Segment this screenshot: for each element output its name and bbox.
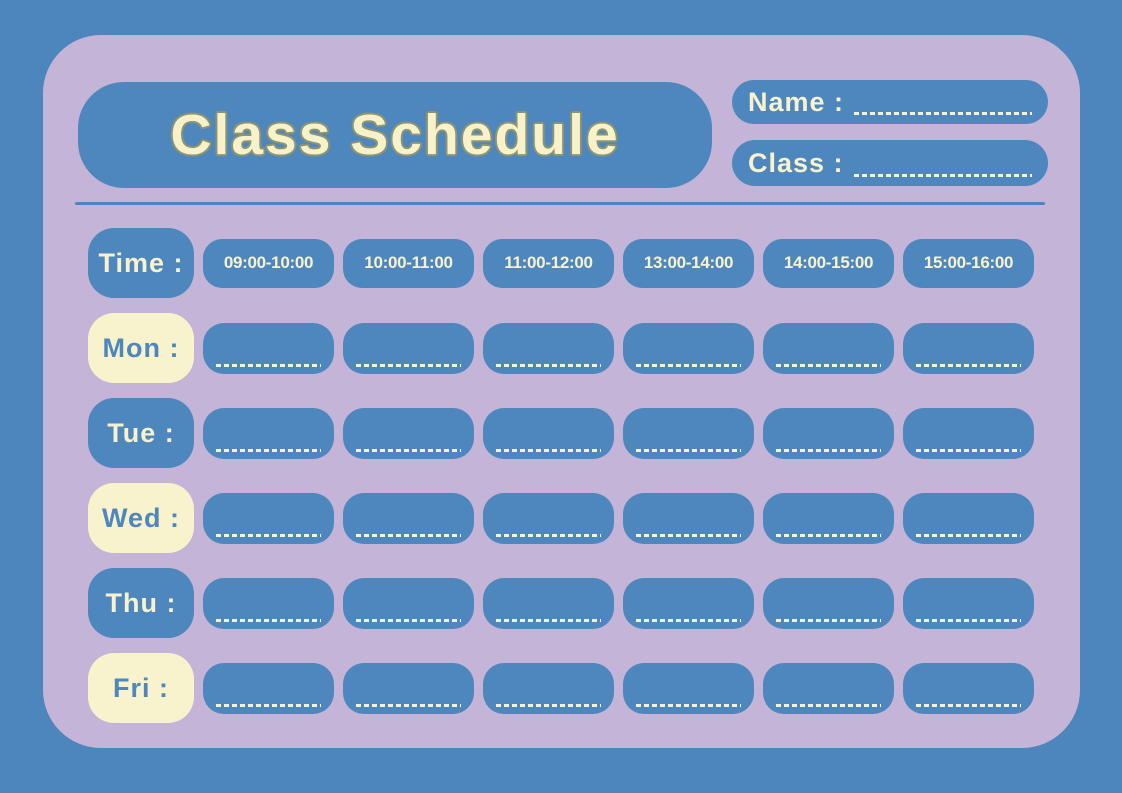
cell-write-line <box>636 703 741 707</box>
time-slot: 10:00-11:00 <box>343 238 474 288</box>
schedule-card: Class Schedule Name : Class : Time : 09:… <box>43 35 1080 748</box>
schedule-cell[interactable] <box>203 577 334 629</box>
cell-write-line <box>636 618 741 622</box>
schedule-cell[interactable] <box>483 407 614 459</box>
time-slot: 15:00-16:00 <box>903 238 1034 288</box>
name-input-line <box>854 112 1032 115</box>
schedule-cell[interactable] <box>903 662 1034 714</box>
cell-write-line <box>636 448 741 452</box>
time-slot: 09:00-10:00 <box>203 238 334 288</box>
time-slot: 11:00-12:00 <box>483 238 614 288</box>
time-header-label: Time : <box>98 247 184 278</box>
page-title: Class Schedule <box>170 103 620 167</box>
schedule-cell[interactable] <box>203 407 334 459</box>
day-label-text: Mon : <box>102 332 180 363</box>
time-slot-label: 13:00-14:00 <box>643 253 734 272</box>
cell-write-line <box>356 448 461 452</box>
cell-write-line <box>916 618 1021 622</box>
schedule-cell[interactable] <box>763 407 894 459</box>
schedule-cell[interactable] <box>903 492 1034 544</box>
schedule-cell[interactable] <box>483 577 614 629</box>
cell-write-line <box>776 363 881 367</box>
schedule-cell[interactable] <box>763 577 894 629</box>
schedule-cell[interactable] <box>483 322 614 374</box>
time-slot: 14:00-15:00 <box>763 238 894 288</box>
schedule-cell[interactable] <box>203 322 334 374</box>
class-label: Class : <box>748 147 844 178</box>
cell-write-line <box>776 703 881 707</box>
schedule-cell[interactable] <box>623 662 754 714</box>
schedule-cell[interactable] <box>903 322 1034 374</box>
header-divider <box>75 202 1045 205</box>
cell-write-line <box>496 703 601 707</box>
day-label-thu: Thu : <box>88 568 194 638</box>
time-slot: 13:00-14:00 <box>623 238 754 288</box>
name-label: Name : <box>748 86 845 117</box>
schedule-cell[interactable] <box>343 577 474 629</box>
cell-write-line <box>356 618 461 622</box>
schedule-cell[interactable] <box>763 322 894 374</box>
day-label-mon: Mon : <box>88 313 194 383</box>
schedule-cell[interactable] <box>623 407 754 459</box>
schedule-cell[interactable] <box>763 492 894 544</box>
cell-write-line <box>776 618 881 622</box>
cell-write-line <box>916 363 1021 367</box>
schedule-cell[interactable] <box>903 407 1034 459</box>
cell-write-line <box>216 448 321 452</box>
day-label-fri: Fri : <box>88 653 194 723</box>
day-label-text: Fri : <box>113 672 169 703</box>
cell-write-line <box>916 533 1021 537</box>
cell-write-line <box>776 448 881 452</box>
schedule-cell[interactable] <box>343 492 474 544</box>
cell-write-line <box>636 363 741 367</box>
cell-write-line <box>356 533 461 537</box>
schedule-cell[interactable] <box>343 662 474 714</box>
class-input-line <box>853 174 1032 177</box>
schedule-cell[interactable] <box>623 322 754 374</box>
cell-write-line <box>496 448 601 452</box>
class-field[interactable]: Class : <box>732 140 1048 186</box>
cell-write-line <box>496 363 601 367</box>
schedule-cell[interactable] <box>903 577 1034 629</box>
cell-write-line <box>216 703 321 707</box>
day-label-text: Thu : <box>105 587 177 618</box>
time-slot-label: 10:00-11:00 <box>364 253 453 272</box>
cell-write-line <box>216 618 321 622</box>
time-slot-label: 09:00-10:00 <box>223 253 314 272</box>
day-label-wed: Wed : <box>88 483 194 553</box>
cell-write-line <box>776 533 881 537</box>
cell-write-line <box>496 618 601 622</box>
day-label-tue: Tue : <box>88 398 194 468</box>
schedule-cell[interactable] <box>763 662 894 714</box>
schedule-cell[interactable] <box>623 492 754 544</box>
cell-write-line <box>216 533 321 537</box>
schedule-cell[interactable] <box>203 492 334 544</box>
cell-write-line <box>636 533 741 537</box>
title-banner: Class Schedule <box>78 82 712 188</box>
schedule-grid: Time : 09:00-10:00 10:00-11:00 11:00-12:… <box>88 228 1034 723</box>
day-label-text: Tue : <box>107 417 175 448</box>
schedule-cell[interactable] <box>623 577 754 629</box>
time-slot-label: 15:00-16:00 <box>923 253 1014 272</box>
cell-write-line <box>356 363 461 367</box>
day-label-text: Wed : <box>102 502 180 533</box>
time-slot-label: 14:00-15:00 <box>783 253 874 272</box>
schedule-cell[interactable] <box>483 492 614 544</box>
schedule-cell[interactable] <box>343 407 474 459</box>
schedule-cell[interactable] <box>343 322 474 374</box>
cell-write-line <box>496 533 601 537</box>
cell-write-line <box>916 448 1021 452</box>
time-slot-label: 11:00-12:00 <box>504 253 593 272</box>
schedule-cell[interactable] <box>483 662 614 714</box>
schedule-cell[interactable] <box>203 662 334 714</box>
cell-write-line <box>916 703 1021 707</box>
cell-write-line <box>216 363 321 367</box>
cell-write-line <box>356 703 461 707</box>
time-header-chip: Time : <box>88 228 194 298</box>
name-field[interactable]: Name : <box>732 80 1048 124</box>
